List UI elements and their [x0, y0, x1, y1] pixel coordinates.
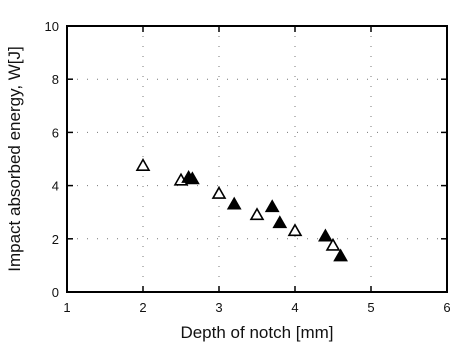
data-point-filled-triangle [264, 199, 280, 213]
y-tick-label: 2 [52, 232, 59, 247]
plot-frame [66, 25, 448, 293]
x-axis-title: Depth of notch [mm] [180, 323, 333, 342]
y-ticks: 0 2 4 6 8 10 [45, 19, 447, 300]
x-tick-label: 1 [63, 300, 70, 315]
data-point-filled-triangle [333, 248, 348, 262]
data-point-filled-triangle [272, 215, 288, 229]
x-ticks: 1 2 3 4 5 6 [63, 26, 451, 315]
y-tick-label: 8 [52, 72, 59, 87]
y-axis-title: Impact absorbed energy, W[J] [5, 46, 24, 272]
y-tick-label: 10 [45, 19, 59, 34]
data-point-filled-triangle [185, 171, 200, 185]
data-point-open-triangle [211, 185, 227, 199]
x-tick-label: 5 [367, 300, 374, 315]
x-tick-label: 3 [215, 300, 222, 315]
y-tick-label: 4 [52, 179, 59, 194]
data-point-open-triangle [287, 223, 303, 237]
x-tick-label: 2 [139, 300, 146, 315]
markers [135, 158, 348, 262]
y-tick-label: 0 [52, 285, 59, 300]
x-tick-label: 6 [443, 300, 450, 315]
y-tick-label: 6 [52, 125, 59, 140]
data-point-open-triangle [249, 207, 265, 221]
data-point-filled-triangle [318, 228, 333, 242]
data-point-open-triangle [325, 237, 341, 251]
grid [67, 26, 447, 292]
x-tick-label: 4 [291, 300, 298, 315]
data-point-filled-triangle [226, 196, 242, 210]
data-point-open-triangle [135, 158, 151, 171]
